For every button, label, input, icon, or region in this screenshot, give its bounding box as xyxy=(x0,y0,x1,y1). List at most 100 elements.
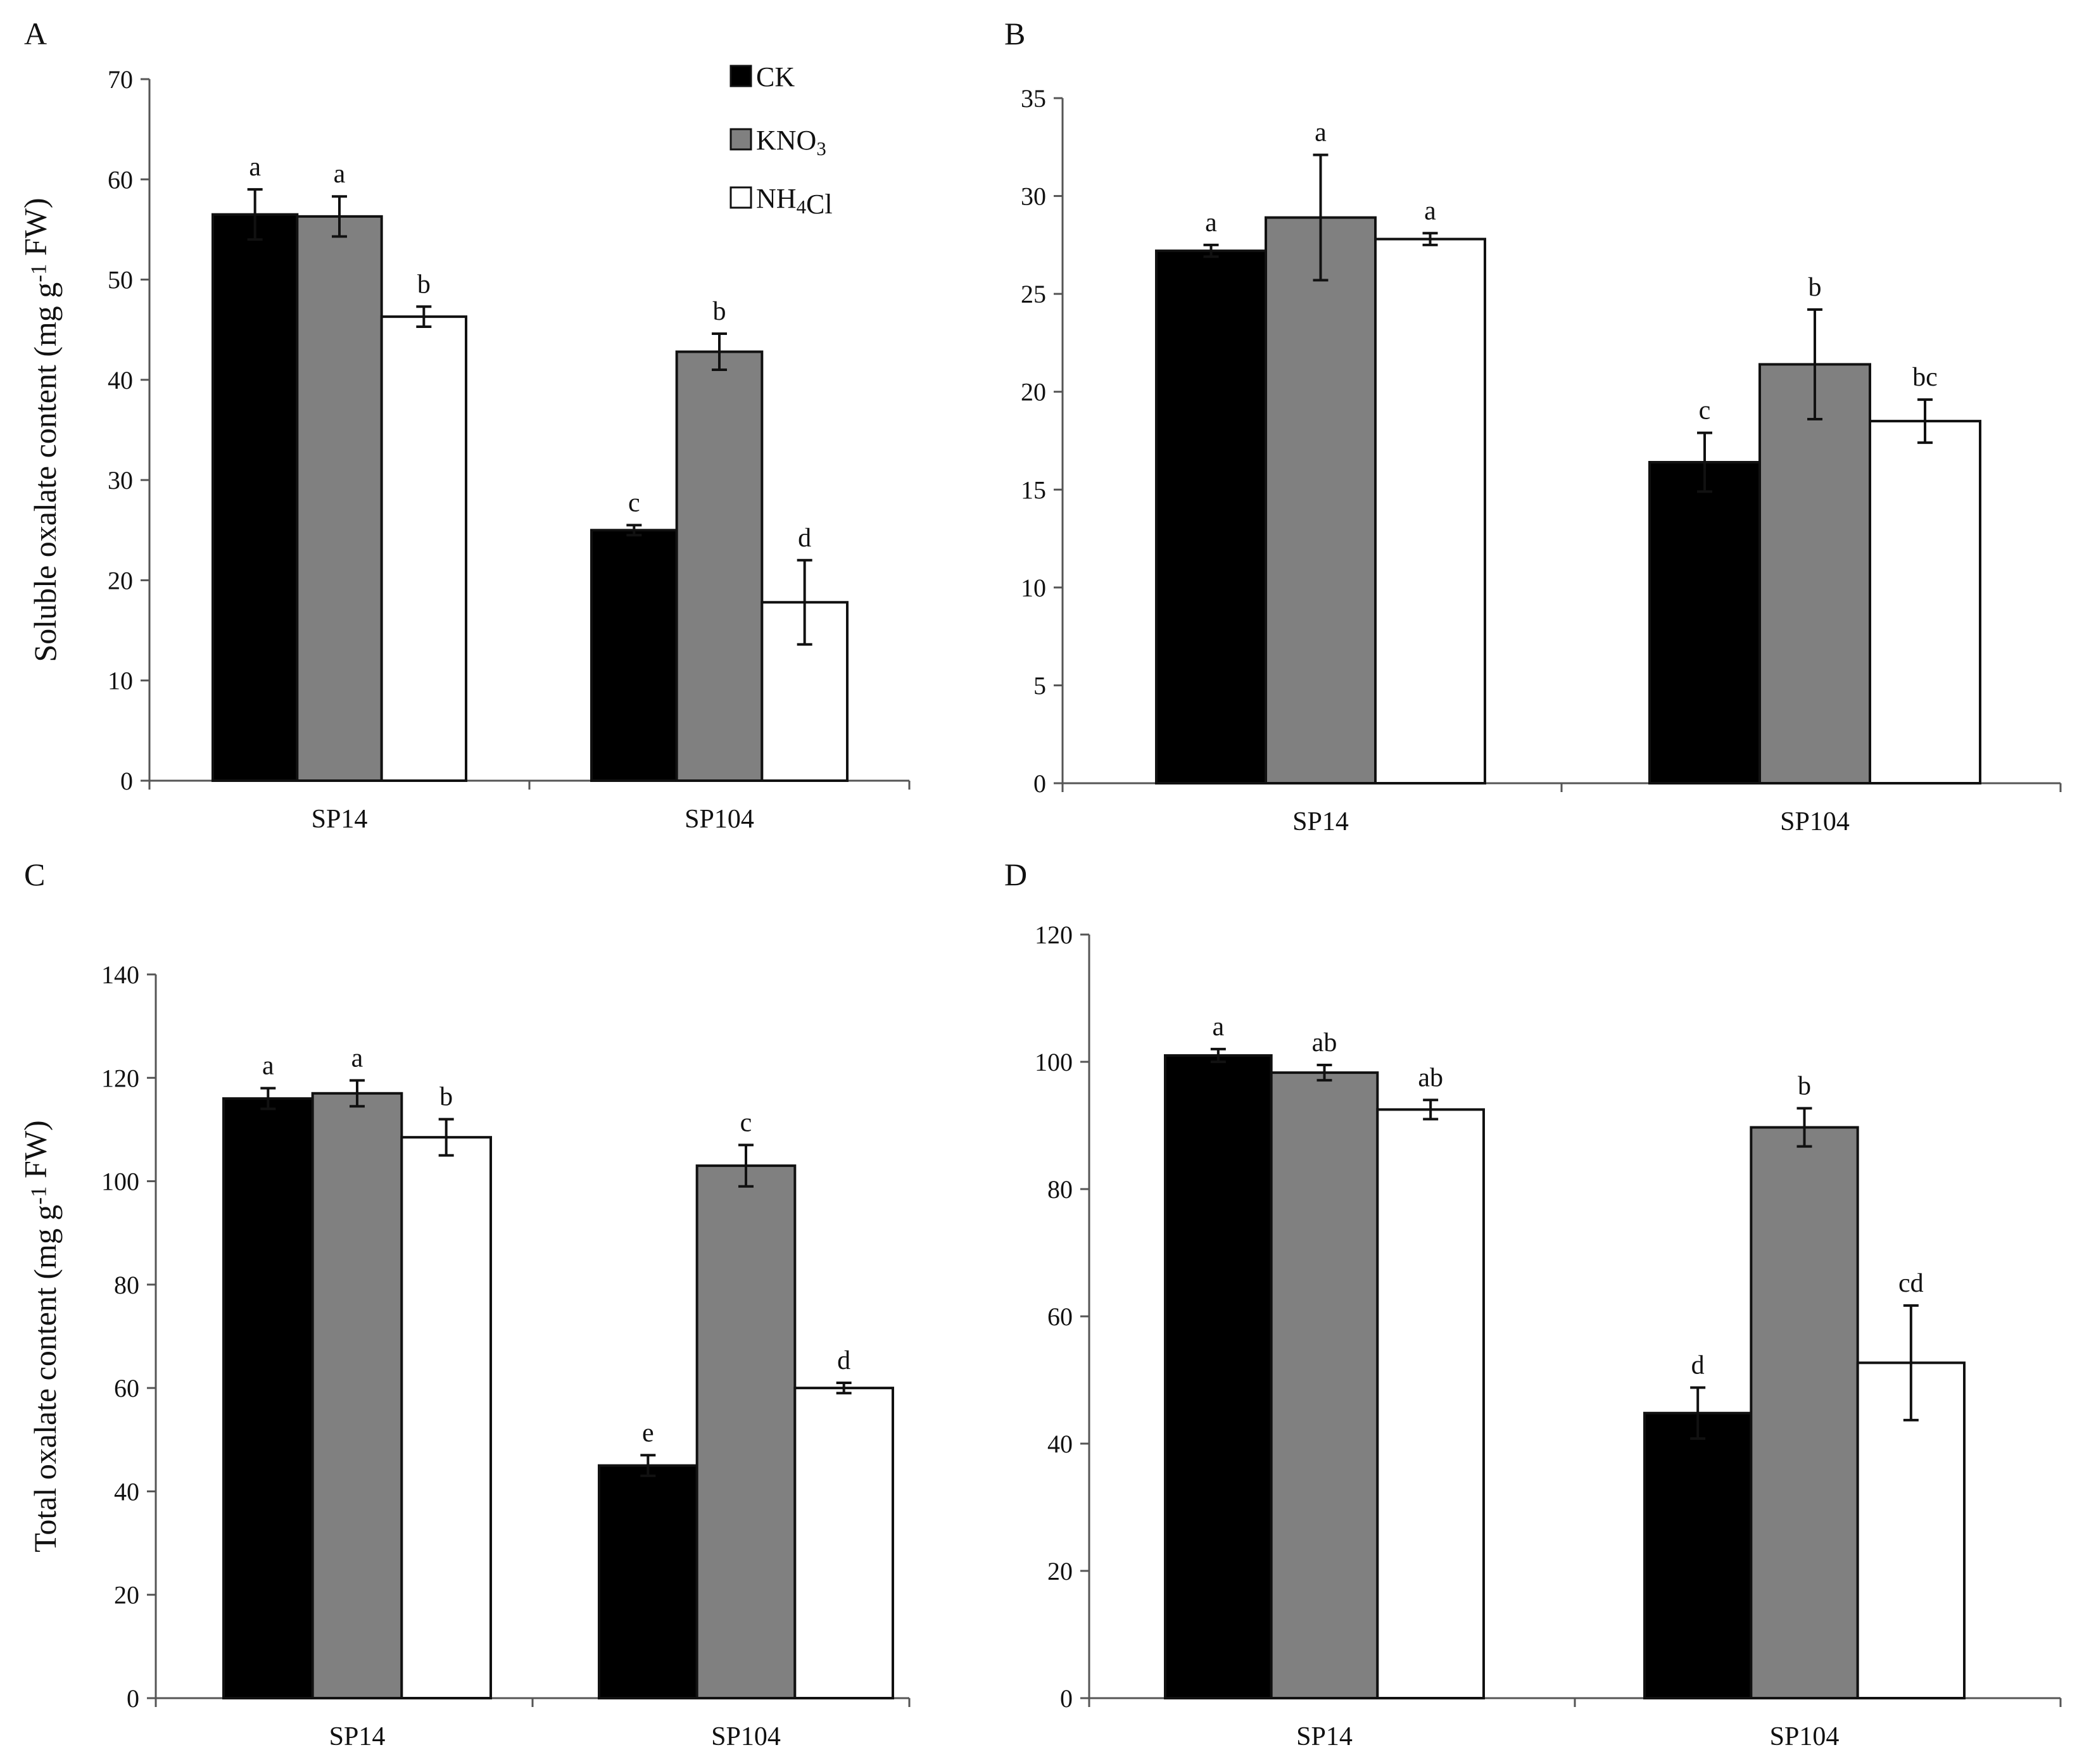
y-tick-label: 0 xyxy=(127,1684,139,1713)
x-category-label: SP104 xyxy=(711,1722,781,1751)
significance-label: d xyxy=(798,524,811,553)
bar-kno3-sp104 xyxy=(695,1164,797,1700)
y-tick-label: 120 xyxy=(101,1064,139,1092)
legend-label-nh4cl: NH4Cl xyxy=(756,183,833,220)
bar-kno3-sp14 xyxy=(311,1092,403,1699)
y-tick-label: 80 xyxy=(1047,1175,1073,1204)
panel-c: C 0 20 40 60 80 100 120 140 Total oxalate content… xyxy=(17,857,911,1751)
y-tick-label: 30 xyxy=(1021,182,1046,211)
x-category-label: SP104 xyxy=(685,805,754,834)
y-tick-label: 120 xyxy=(1035,921,1073,949)
bar-kno3-sp104 xyxy=(675,350,764,782)
significance-label: a xyxy=(334,160,346,189)
panel-letter: A xyxy=(24,16,47,51)
significance-label: d xyxy=(837,1346,850,1375)
panel-letter: B xyxy=(1004,16,1025,51)
significance-label: cd xyxy=(1898,1269,1924,1298)
y-tick-label: 5 xyxy=(1033,671,1046,700)
x-category-label: SP104 xyxy=(1780,807,1850,836)
y-tick-label: 30 xyxy=(108,466,133,495)
bar-ck-sp104 xyxy=(590,529,678,782)
bar-ck-sp14 xyxy=(211,213,299,782)
y-tick-label: 60 xyxy=(114,1374,139,1402)
significance-label: b xyxy=(1798,1071,1811,1100)
y-tick-label: 20 xyxy=(114,1581,139,1610)
x-category-label: SP14 xyxy=(1296,1722,1353,1751)
y-axis-label: Total oxalate content (mg g-1 FW) xyxy=(17,1120,63,1552)
bar-kno3-sp14 xyxy=(1270,1071,1379,1699)
x-category-label: SP14 xyxy=(329,1722,386,1751)
legend-label-kno3: KNO3 xyxy=(756,125,826,160)
y-tick-label: 70 xyxy=(108,65,133,94)
significance-label: b xyxy=(417,270,431,299)
y-tick-label: 0 xyxy=(120,767,133,795)
bar-nh4cl-sp14 xyxy=(1374,237,1486,784)
significance-label: a xyxy=(1424,196,1436,225)
y-tick-label: 20 xyxy=(108,566,133,595)
significance-label: c xyxy=(1699,396,1711,425)
bar-nh4cl-sp14 xyxy=(1376,1108,1485,1699)
legend-swatch-kno3 xyxy=(729,128,752,151)
y-tick-label: 20 xyxy=(1047,1557,1073,1585)
bar-kno3-sp14 xyxy=(296,215,383,782)
legend-label-ck: CK xyxy=(756,61,795,92)
y-tick-label: 0 xyxy=(1060,1684,1073,1713)
significance-label: a xyxy=(351,1043,363,1073)
y-axis-label: Soluble oxalate content (mg g-1 FW) xyxy=(17,198,63,662)
bar-nh4cl-sp14 xyxy=(380,315,468,782)
significance-label: a xyxy=(262,1052,274,1081)
significance-label: d xyxy=(1691,1351,1705,1380)
bar-ck-sp104 xyxy=(1648,461,1761,785)
significance-label: a xyxy=(1213,1012,1225,1042)
legend-swatch-nh4cl xyxy=(729,186,752,209)
significance-label: ab xyxy=(1418,1063,1443,1092)
y-tick-label: 100 xyxy=(101,1168,139,1196)
significance-label: a xyxy=(249,153,261,182)
y-tick-label: 35 xyxy=(1021,84,1046,113)
y-tick-label: 10 xyxy=(108,667,133,695)
y-tick-label: 20 xyxy=(1021,378,1046,406)
significance-label: c xyxy=(740,1108,752,1137)
y-tick-label: 40 xyxy=(1047,1430,1073,1458)
significance-label: b xyxy=(1809,273,1822,302)
panel-b: B 0 5 10 15 20 25 30 35 SP14 a a a SP104 c b bc xyxy=(1004,16,2062,836)
y-tick-label: 0 xyxy=(1033,769,1046,798)
x-category-label: SP14 xyxy=(1292,807,1349,836)
bar-kno3-sp104 xyxy=(1750,1126,1859,1699)
significance-label: b xyxy=(713,297,726,326)
panel-letter: C xyxy=(24,857,45,892)
y-tick-label: 100 xyxy=(1035,1048,1073,1076)
panel-a: A 0 10 20 30 40 50 60 70 Soluble oxalate content … xyxy=(17,16,911,834)
significance-label: b xyxy=(439,1083,453,1112)
bar-ck-sp104 xyxy=(1643,1411,1753,1699)
bar-nh4cl-sp104 xyxy=(1869,420,1981,784)
y-tick-label: 25 xyxy=(1021,280,1046,308)
bar-ck-sp14 xyxy=(1155,249,1267,785)
legend-swatch-ck xyxy=(729,65,752,87)
bar-kno3-sp14 xyxy=(1265,216,1377,784)
significance-label: a xyxy=(1205,208,1217,237)
y-tick-label: 50 xyxy=(108,266,133,294)
bar-nh4cl-sp14 xyxy=(400,1136,492,1700)
significance-label: e xyxy=(642,1418,654,1447)
y-tick-label: 60 xyxy=(108,165,133,194)
significance-label: ab xyxy=(1312,1028,1337,1057)
y-tick-label: 60 xyxy=(1047,1302,1073,1331)
x-category-label: SP14 xyxy=(312,805,368,834)
panel-letter: D xyxy=(1004,857,1027,892)
y-tick-label: 15 xyxy=(1021,476,1046,504)
bar-ck-sp14 xyxy=(1164,1054,1273,1699)
y-tick-label: 140 xyxy=(101,961,139,989)
bar-nh4cl-sp104 xyxy=(793,1387,895,1699)
significance-label: a xyxy=(1315,118,1327,148)
significance-label: bc xyxy=(1912,363,1938,392)
panel-d: D 0 20 40 60 80 100 120 SP14 a ab ab SP104 d b cd xyxy=(1004,857,2062,1751)
significance-label: c xyxy=(628,488,640,517)
y-tick-label: 10 xyxy=(1021,574,1046,602)
x-category-label: SP104 xyxy=(1770,1722,1840,1751)
y-tick-label: 40 xyxy=(114,1477,139,1506)
bar-kno3-sp104 xyxy=(1758,363,1871,784)
bar-ck-sp14 xyxy=(222,1097,314,1699)
y-tick-label: 80 xyxy=(114,1271,139,1299)
